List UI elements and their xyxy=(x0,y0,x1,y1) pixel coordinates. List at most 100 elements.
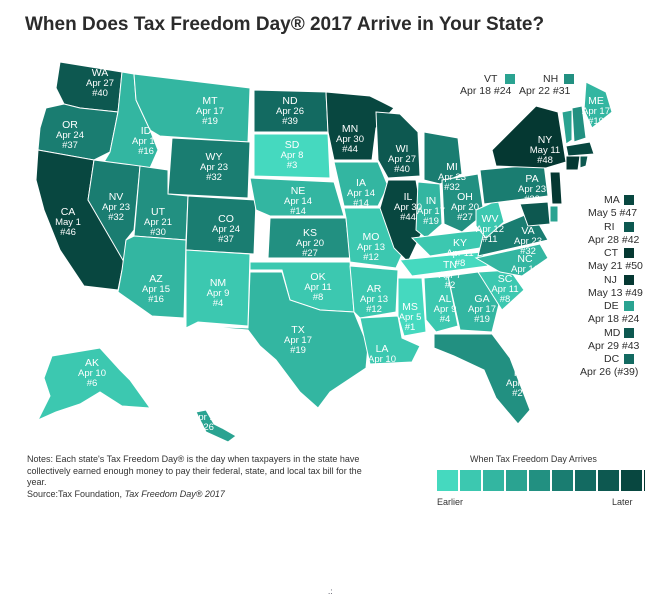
state-label-wi: WI Apr 27 #40 xyxy=(388,143,416,175)
state-label-al: AL Apr 9 #4 xyxy=(434,293,457,325)
state-label-nc: NC Apr 16 #18 xyxy=(511,253,539,285)
state-oh xyxy=(441,173,485,233)
notes-text: Notes: Each state's Tax Freedom Day® is … xyxy=(27,454,362,487)
legend-title: When Tax Freedom Day Arrives xyxy=(470,454,597,464)
side-abbr-ct: CT xyxy=(604,247,618,259)
side-label-nj: May 13 #49 xyxy=(588,286,643,299)
legend-swatch xyxy=(460,470,481,491)
side-swatch-nj xyxy=(624,274,634,285)
state-ma xyxy=(565,141,595,157)
state-label-la: LA Apr 10 #6 xyxy=(368,343,396,375)
side-label-ct: May 21 #50 xyxy=(588,260,643,272)
legend-later-label: Later xyxy=(612,497,633,507)
callout-swatch-vt xyxy=(505,74,515,84)
state-nh xyxy=(571,105,587,143)
state-label-fl: FL Apr 20 #27 xyxy=(506,367,534,399)
state-label-il: IL Apr 30 #44 xyxy=(394,191,422,223)
state-label-tn: TN Apr 7 #2 xyxy=(439,259,462,291)
state-nj xyxy=(549,171,563,205)
state-hi xyxy=(195,409,237,443)
legend-swatch xyxy=(529,470,550,491)
state-label-mn: MN Apr 30 #44 xyxy=(336,123,364,155)
side-swatch-ct xyxy=(624,248,634,258)
state-ct xyxy=(565,155,581,171)
legend-swatch xyxy=(575,470,596,491)
state-label-tx: TX Apr 17 #19 xyxy=(284,324,312,356)
state-label-ar: AR Apr 13 #12 xyxy=(360,283,388,315)
state-sd xyxy=(253,133,331,179)
side-label-md: Apr 29 #43 xyxy=(588,339,640,352)
state-tn xyxy=(399,251,489,277)
side-abbr-md: MD xyxy=(604,326,621,339)
state-label-id: ID Apr 15 #16 xyxy=(132,125,160,157)
state-label-ky: KY Apr 11 #8 xyxy=(446,237,473,269)
side-abbr-ma: MA xyxy=(604,194,620,206)
state-label-wv: WV Apr 12 #11 xyxy=(476,213,504,245)
state-fl xyxy=(433,333,531,425)
state-al xyxy=(423,275,459,333)
state-label-hi: HI Apr 19 #26 xyxy=(192,401,220,433)
state-label-ks: KS Apr 20 #27 xyxy=(296,227,324,259)
state-label-or: OR Apr 24 #37 xyxy=(56,119,84,151)
callout-swatch-nh xyxy=(564,74,574,84)
side-abbr-nj: NJ xyxy=(604,273,617,286)
state-nm xyxy=(185,249,251,329)
side-abbr-de: DE xyxy=(604,300,619,312)
state-label-ny: NY May 11 #48 xyxy=(530,134,560,166)
state-label-va: VA Apr 23 #32 xyxy=(514,225,542,257)
stray-mark: .: xyxy=(328,587,333,596)
side-label-ri: Apr 28 #42 xyxy=(588,233,640,246)
legend-swatch xyxy=(506,470,527,491)
callout-label-vt: Apr 18 #24 xyxy=(460,85,512,97)
state-label-oh: OH Apr 20 #27 xyxy=(451,191,479,223)
state-ms xyxy=(397,277,427,337)
callout-abbr-vt: VT xyxy=(484,73,498,85)
state-label-nd: ND Apr 26 #39 xyxy=(276,95,304,127)
side-label-ma: May 5 #47 xyxy=(588,207,638,219)
source-line: Source:Tax Foundation, Tax Freedom Day® … xyxy=(27,489,367,501)
page-title: When Does Tax Freedom Day® 2017 Arrive i… xyxy=(25,14,545,35)
state-label-wa: WA Apr 27 #40 xyxy=(86,67,114,99)
legend-swatch xyxy=(483,470,504,491)
legend-swatch xyxy=(552,470,573,491)
state-label-ca: CA May 1 #46 xyxy=(55,206,81,238)
state-de xyxy=(549,205,559,223)
state-me xyxy=(583,81,613,129)
state-co xyxy=(185,195,257,255)
side-swatch-dc xyxy=(624,354,634,364)
state-wy xyxy=(167,137,251,199)
state-label-ut: UT Apr 21 #30 xyxy=(144,206,172,238)
state-vt xyxy=(561,109,573,145)
legend-earlier-label: Earlier xyxy=(437,497,464,507)
legend-swatch xyxy=(621,470,642,491)
state-label-ak: AK Apr 10 #6 xyxy=(78,357,106,389)
state-label-sd: SD Apr 8 #3 xyxy=(281,139,304,171)
state-ne xyxy=(249,177,345,217)
side-abbr-dc: DC xyxy=(604,353,620,365)
side-swatch-de xyxy=(624,301,634,311)
state-label-az: AZ Apr 15 #16 xyxy=(142,273,170,305)
side-swatch-ma xyxy=(624,195,634,205)
side-swatch-ri xyxy=(624,221,634,232)
callout-abbr-nh: NH xyxy=(543,73,559,85)
state-ak xyxy=(36,347,152,422)
callout-label-nh: Apr 22 #31 xyxy=(519,85,571,97)
side-swatch-md xyxy=(624,327,634,338)
source-prefix: Source:Tax Foundation, xyxy=(27,488,125,499)
side-label-dc: Apr 26 (#39) xyxy=(580,366,639,378)
state-label-mt: MT Apr 17 #19 xyxy=(196,95,224,127)
state-label-mo: MO Apr 13 #12 xyxy=(357,231,385,263)
state-in xyxy=(415,181,443,239)
state-label-sc: SC Apr 11 #8 xyxy=(491,273,518,305)
side-label-de: Apr 18 #24 xyxy=(588,313,640,325)
state-mn xyxy=(325,91,395,161)
state-label-nv: NV Apr 23 #32 xyxy=(102,191,130,223)
state-wi xyxy=(375,111,421,179)
legend-swatch xyxy=(598,470,619,491)
state-label-me: ME Apr 17 #19 xyxy=(582,95,610,127)
state-label-wy: WY Apr 23 #32 xyxy=(200,151,228,183)
state-label-mi: MI Apr 23 #32 xyxy=(438,161,466,193)
side-abbr-ri: RI xyxy=(604,220,615,233)
state-tx xyxy=(197,271,369,409)
